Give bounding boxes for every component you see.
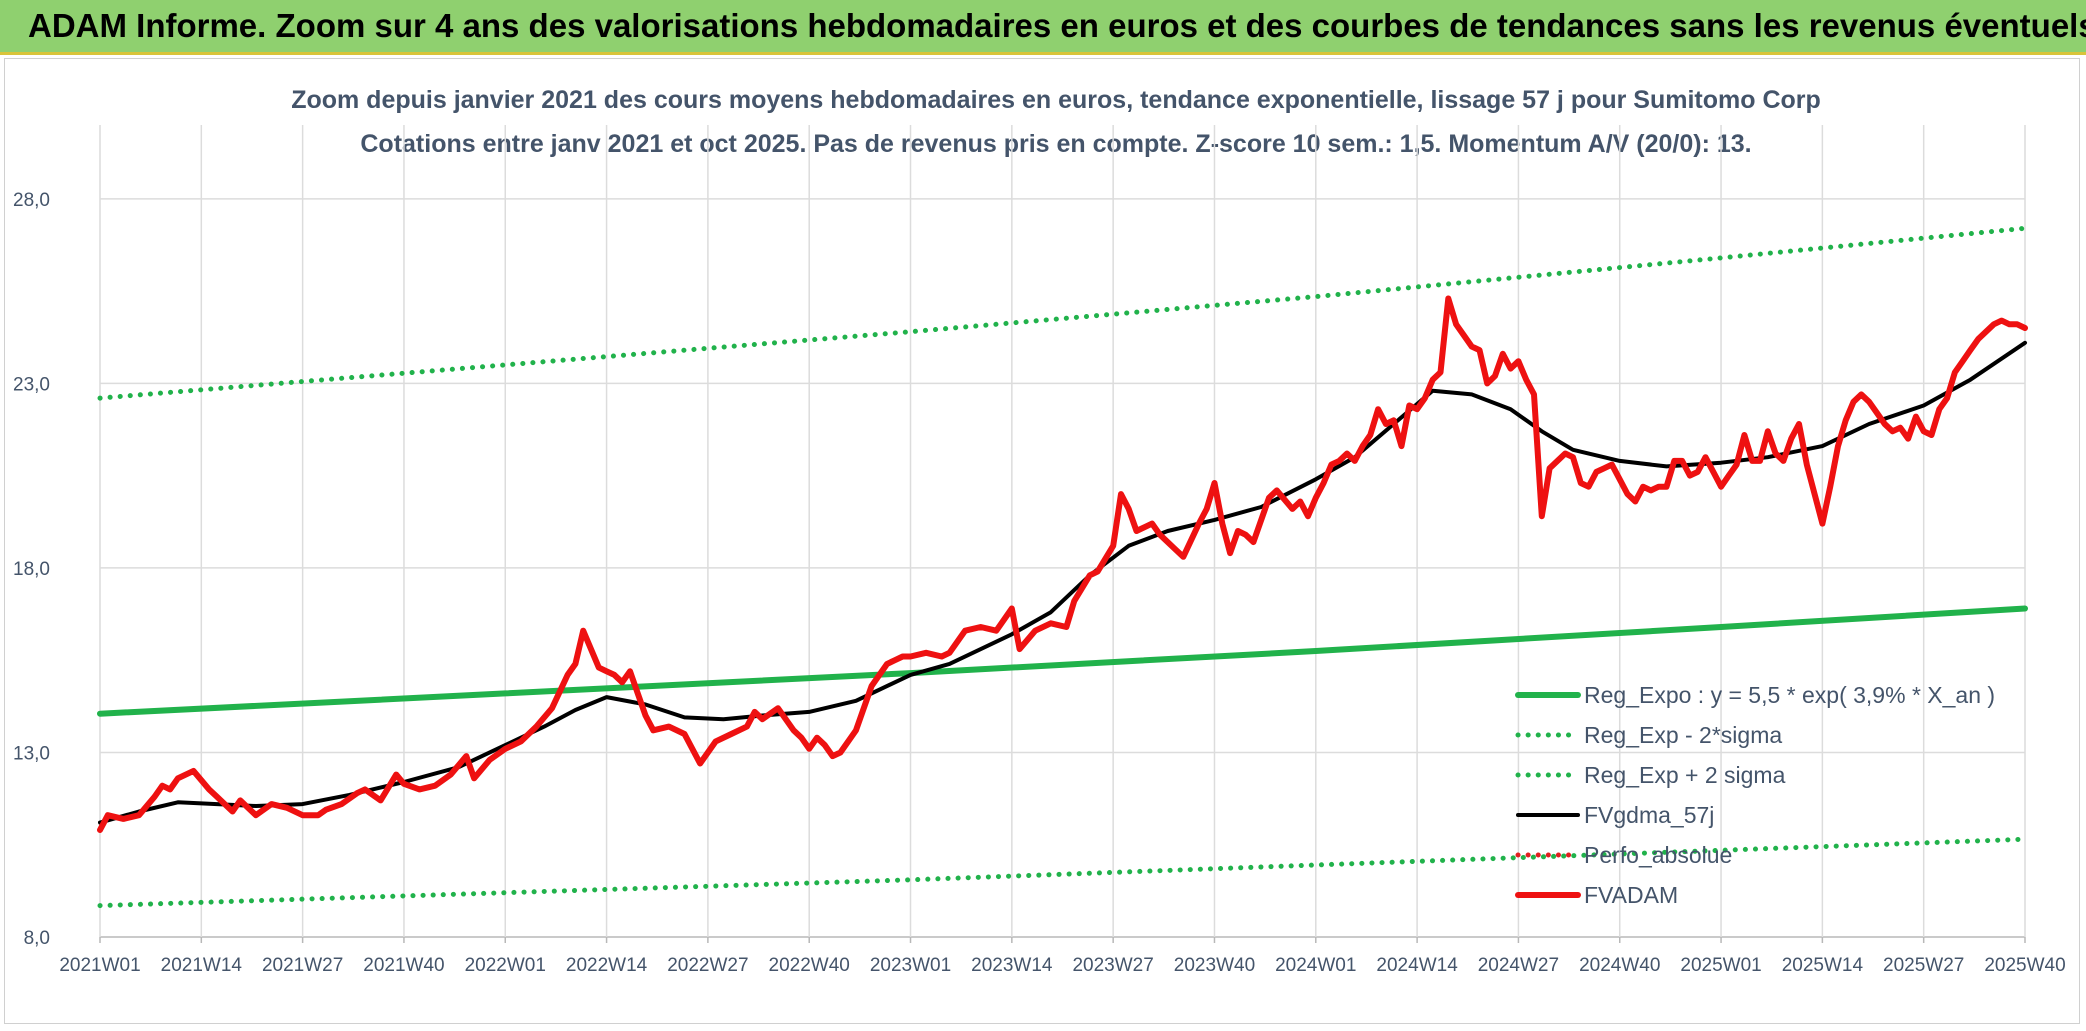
x-tick-label: 2023W14: [971, 955, 1053, 976]
x-tick-label: 2023W40: [1174, 955, 1255, 976]
x-tick-label: 2025W40: [1984, 955, 2065, 976]
x-tick-label: 2025W01: [1680, 955, 1761, 976]
x-tick-label: 2024W01: [1275, 955, 1356, 976]
series-layer: [97, 225, 2028, 909]
x-tick-label: 2022W14: [566, 955, 648, 976]
x-tick-label: 2024W40: [1579, 955, 1660, 976]
report-title: ADAM Informe. Zoom sur 4 ans des valoris…: [28, 7, 2086, 44]
y-tick-label: 18,0: [13, 559, 50, 580]
x-tick-label: 2021W14: [161, 955, 243, 976]
x-tick-label: 2021W01: [59, 955, 140, 976]
legend-label-1: Reg_Exp - 2*sigma: [1584, 722, 1782, 748]
grid-lines: [99, 125, 2026, 938]
x-tick-label: 2025W27: [1883, 955, 1964, 976]
legend-label-4: Perfo_absolue: [1584, 842, 1732, 868]
legend-label-2: Reg_Exp + 2 sigma: [1584, 762, 1786, 788]
legend-label-5: FVADAM: [1584, 882, 1678, 908]
x-tick-label: 2022W40: [769, 955, 850, 976]
x-tick-label: 2021W27: [262, 955, 343, 976]
y-tick-label: 28,0: [13, 190, 50, 211]
x-tick-label: 2023W27: [1072, 955, 1153, 976]
x-tick-label: 2022W01: [465, 955, 546, 976]
legend-label-0: Reg_Expo : y = 5,5 * exp( 3,9% * X_an ): [1584, 682, 1995, 708]
x-tick-label: 2022W27: [667, 955, 748, 976]
chart-frame: [4, 58, 2080, 1024]
y-axis: 8,0 13,0 18,0 23,0 28,0: [13, 190, 50, 949]
chart-subtitle: Cotations entre janv 2021 et oct 2025. P…: [360, 130, 1751, 158]
chart-title: Zoom depuis janvier 2021 des cours moyen…: [291, 86, 1821, 114]
series-line-0: [97, 605, 2028, 717]
x-tick-label: 2024W14: [1376, 955, 1458, 976]
y-tick-label: 23,0: [13, 374, 50, 395]
title-banner: ADAM Informe. Zoom sur 4 ans des valoris…: [0, 0, 2086, 55]
x-tick-label: 2025W14: [1782, 955, 1864, 976]
series-line-2: [97, 225, 2028, 401]
legend: Reg_Expo : y = 5,5 * exp( 3,9% * X_an ) R…: [1515, 682, 1995, 908]
series-line-1: [97, 836, 2028, 909]
x-tick-label: 2024W27: [1478, 955, 1559, 976]
series-line-3: [98, 340, 2027, 825]
x-axis: 2021W01 2021W14 2021W27 2021W40 2022W01 2022W…: [59, 937, 2066, 976]
x-tick-label: 2023W01: [870, 955, 951, 976]
y-tick-label: 13,0: [13, 743, 50, 764]
series-line-5: [97, 295, 2028, 833]
y-tick-label: 8,0: [24, 928, 50, 949]
x-tick-label: 2021W40: [363, 955, 444, 976]
legend-label-3: FVgdma_57j: [1584, 802, 1714, 828]
